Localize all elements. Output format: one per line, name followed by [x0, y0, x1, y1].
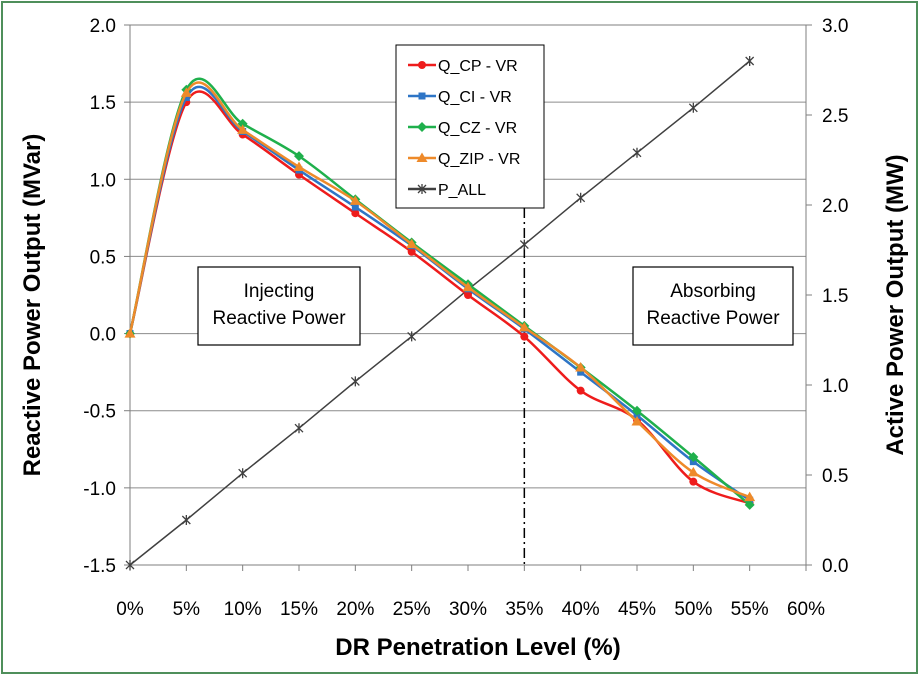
data-point — [351, 203, 359, 211]
y2-tick-label: 2.0 — [822, 196, 848, 217]
x-tick-label: 25% — [393, 599, 431, 620]
data-point — [689, 477, 698, 486]
y2-tick-label: 2.5 — [822, 106, 848, 127]
data-point — [294, 151, 304, 162]
data-point — [575, 362, 587, 372]
data-point — [124, 328, 136, 338]
data-point — [351, 209, 360, 218]
annotation-text: Injecting — [244, 281, 315, 302]
x-tick-label: 30% — [449, 599, 487, 620]
legend-marker — [418, 92, 426, 100]
annotation-box: Absorbing Reactive Power — [632, 266, 794, 346]
data-point — [464, 291, 472, 299]
legend-label: Q_CZ - VR — [438, 120, 517, 137]
data-point — [407, 247, 416, 256]
data-point — [462, 281, 474, 292]
data-point — [238, 468, 248, 479]
legend-label: P_ALL — [438, 182, 486, 199]
legend-label: Q_CI - VR — [438, 89, 512, 106]
y2-tick-label: 0.0 — [822, 556, 848, 577]
y-tick-label: -1.0 — [83, 479, 116, 500]
legend-marker — [417, 122, 427, 132]
data-point — [688, 452, 699, 462]
annotation-box: Injecting Reactive Power — [197, 266, 361, 346]
annotation-boxes: Injecting Reactive Power Absorbing Reactive… — [197, 266, 794, 346]
data-point — [744, 491, 756, 502]
y-tick-label: -0.5 — [83, 402, 116, 423]
legend-item: Q_ZIP - VR — [408, 151, 520, 168]
data-point — [349, 195, 361, 205]
series-group — [124, 56, 756, 570]
data-point — [294, 423, 304, 434]
data-point — [688, 102, 698, 113]
x-tick-label: 15% — [280, 599, 318, 620]
y-tick-label: 0.5 — [90, 247, 116, 268]
y2-tick-label: 1.5 — [822, 286, 848, 307]
data-point — [125, 560, 135, 570]
data-point — [631, 416, 643, 426]
x-axis-ticks: 0% 5% 10% 15% 20% 25% 30% 35% 40% 45% 50% 55% 60% — [116, 565, 825, 620]
data-point — [518, 321, 530, 332]
series-line — [129, 60, 751, 566]
annotation-border — [197, 266, 361, 346]
annotation-text: Reactive Power — [646, 308, 780, 329]
data-point — [407, 331, 417, 342]
y-tick-label: 1.5 — [90, 93, 116, 114]
x-tick-label: 50% — [674, 599, 712, 620]
y2-axis-title: Active Power Output (MW) — [882, 154, 909, 455]
legend-marker — [416, 152, 428, 162]
legend-item: P_ALL — [408, 182, 486, 199]
data-point — [519, 239, 529, 250]
legend-label: Q_ZIP - VR — [438, 151, 520, 168]
x-tick-label: 10% — [224, 599, 262, 620]
data-point — [632, 147, 642, 158]
legend-label: Q_CP - VR — [438, 58, 518, 75]
annotation-border — [632, 266, 794, 346]
y2-tick-label: 3.0 — [822, 16, 848, 37]
data-point — [576, 192, 586, 203]
y-tick-label: 1.0 — [90, 170, 116, 191]
legend: Q_CP - VR Q_CI - VR Q_CZ - VR Q_ZIP - VR P_A… — [395, 44, 545, 209]
legend-item: Q_CP - VR — [408, 58, 518, 75]
y-tick-label: 0.0 — [90, 325, 116, 346]
data-point — [406, 238, 418, 249]
y2-axis-ticks: 3.0 2.5 2.0 1.5 1.0 0.5 0.0 — [806, 16, 848, 577]
data-point — [520, 332, 529, 341]
x-axis-title: DR Penetration Level (%) — [335, 634, 620, 661]
x-tick-label: 60% — [787, 599, 825, 620]
annotation-text: Absorbing — [670, 281, 756, 302]
data-point — [350, 376, 360, 387]
legend-item: Q_CZ - VR — [408, 120, 517, 137]
y-tick-label: 2.0 — [90, 16, 116, 37]
data-point — [687, 466, 699, 477]
x-tick-label: 55% — [731, 599, 769, 620]
x-tick-label: 45% — [618, 599, 656, 620]
x-tick-label: 35% — [505, 599, 543, 620]
data-point — [237, 124, 249, 134]
legend-item: Q_CI - VR — [408, 89, 512, 106]
data-point — [182, 94, 190, 102]
data-point — [744, 499, 755, 510]
x-tick-label: 40% — [562, 599, 600, 620]
series-q-zip-vr — [124, 81, 756, 502]
data-point — [180, 87, 192, 97]
data-point — [293, 161, 305, 171]
annotation-text: Reactive Power — [212, 308, 346, 329]
y2-tick-label: 1.0 — [822, 376, 848, 397]
legend-marker — [418, 61, 426, 69]
data-point — [181, 515, 191, 525]
y-axis-ticks: 2.0 1.5 1.0 0.5 0.0 -0.5 -1.0 -1.5 — [83, 16, 130, 577]
legend-marker — [417, 184, 427, 194]
y-axis-title: Reactive Power Output (MVar) — [19, 134, 46, 477]
data-point — [632, 405, 642, 416]
x-tick-label: 5% — [173, 599, 201, 620]
x-tick-label: 0% — [116, 599, 144, 620]
y2-tick-label: 0.5 — [822, 466, 848, 487]
data-point — [576, 386, 585, 395]
x-tick-label: 20% — [336, 599, 374, 620]
data-point — [745, 56, 755, 66]
y-tick-label: -1.5 — [83, 556, 116, 577]
